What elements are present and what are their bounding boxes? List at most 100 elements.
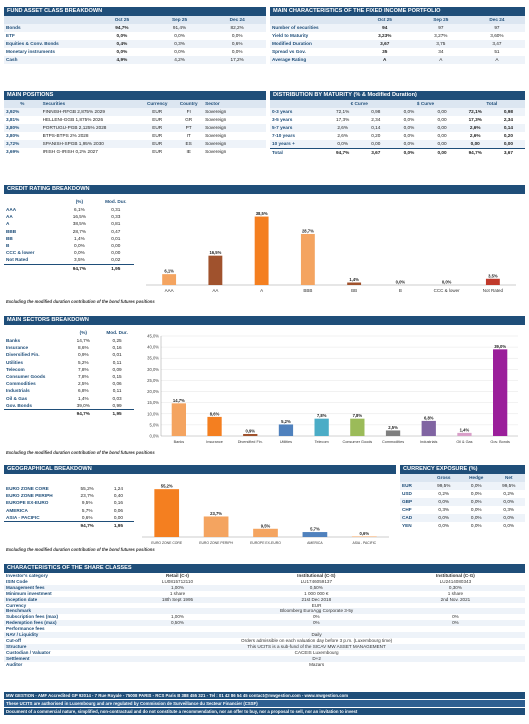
geo-chart: 55,2% EURO ZONE CORE 23,7% EURO ZONE PERIPH… [142,484,389,545]
fund-asset-class-panel: FUND ASSET CLASS BREAKDOWN Oct 25 Sep 25 D… [4,7,266,83]
col-header: Currency [140,100,175,108]
row-value: 0,40 [113,493,123,499]
characteristic-label: Minimum investment [6,590,52,596]
maturity-table: € Curve $ Curve Total 0-3 years 72,1% 0,98 0,… [270,100,525,157]
row-value: 38,5% [72,221,87,227]
security-name: IRISH G-IRISH 0,2% 2027 [42,149,98,154]
characteristic-value: Mazars [309,661,325,667]
maturity-value: 3,67 [359,148,393,157]
table-row: AAA 6,1% 0,31 [4,206,134,213]
position-cell: 3,80% [4,124,41,132]
data-label: 3,5% [488,273,498,278]
currency-value: 0,0% [427,514,460,522]
row-value: 39,0% [76,402,90,408]
row-value: 55,2% [80,486,94,491]
table-row: USD 0,2% 0,0% 0,2% [400,490,525,498]
maturity-value: 0,14 [359,124,393,132]
maturity-value: 2,6% [458,124,492,132]
table-row: Custodian / Valuator CACEIS Luxembourg [4,650,525,656]
maturity-value: 0,20 [503,133,513,138]
table-row: NAV / Liquidity Daily [4,632,525,638]
maturity-value: 17,3% [468,117,482,122]
category-label: Oil & Gas [456,440,472,444]
data-label: 9,5% [261,523,271,528]
maturity-value: 0,0% [392,124,426,132]
row-value: 7,8% [77,366,89,372]
row-value: 51 [494,49,500,54]
currency-code: CHF [402,507,412,512]
maturity-value: 0,0% [392,148,426,157]
col-header: Gross [427,474,460,482]
maturity-value: 0,00 [437,133,447,138]
row-label: Cash [4,56,94,64]
row-value: 0,31 [111,207,121,212]
table-row: Not Rated 3,5% 0,02 [4,256,134,264]
currency-value: 0,0% [460,482,493,490]
table-row: Equities & Conv. Bonds 0,4% 0,3% 0,6% [4,40,266,48]
position-cell: 3,81% [6,117,20,122]
table-row: Number of securities 94 97 97 [270,24,525,32]
bar [485,278,500,285]
row-label: Banks [6,338,21,343]
table-row: Average Rating A A A [270,56,525,64]
row-value: A [468,56,525,64]
table-row: 3,92% FINNISH-RFGB 2,875% 2029 EUR FI Sovere… [4,108,266,116]
row-value: 0,00 [111,250,121,256]
bar [314,418,329,436]
security-name: FINNISH-RFGB 2,875% 2029 [40,108,141,116]
characteristic-label: Investor's category [6,573,48,578]
position-cell: IT [186,133,191,138]
credit-rating-note: Excluding the modified duration contribu… [6,299,155,304]
col-header: Country [174,100,204,108]
row-value: 8,6% [77,345,89,351]
bar [302,532,328,537]
bar [457,432,472,436]
table-row: Total 94,7% 3,67 0,0% 0,00 94,7% 3,67 [270,148,525,157]
row-value: A [412,56,469,64]
table-row: Auditor Mazars [4,662,525,668]
row-value: 0,11 [112,359,122,365]
share-class-header: Institutional (C-G) [436,573,475,578]
y-tick-label: 15,0% [147,400,159,405]
table-row: Utilities 5,2% 0,11 [4,359,134,366]
table-row: Currency EUR [4,603,525,609]
geo-title: GEOGRAPHICAL BREAKDOWN [4,465,396,474]
row-value: 3,67 [356,40,413,48]
row-value: 0,6% [81,514,93,520]
row-value: 4,9% [93,56,151,64]
currency-value: 0,0% [470,523,482,528]
table-row: 3,69% IRISH G-IRISH 0,2% 2027 EUR IE Soverei… [4,148,266,156]
position-cell: Sovereign [205,133,227,138]
table-row: Subscription fees (max) 1,00% 0% 0% [4,614,525,620]
table-row: EURO ZONE PERIPH 23,7% 0,40 [4,492,134,499]
table-row: 5-7 years 2,6% 0,14 0,0% 0,00 2,6% 0,14 [270,124,525,132]
row-value: 0,16 [112,345,122,351]
main-positions-title: MAIN POSITIONS [4,91,266,100]
col-header: Sector [203,100,266,108]
maturity-value: 0,0% [403,133,415,138]
characteristic-label: Benchmark [4,608,109,615]
data-label: 23,7% [210,511,222,516]
row-value: 4,2% [150,56,209,64]
row-value: 3,47 [468,40,525,48]
category-label: CCC & lower [434,288,461,293]
share-class-header: Institutional (C-S) [297,573,336,578]
table-row: 0-3 years 72,1% 0,98 0,0% 0,00 72,1% 0,98 [270,108,525,116]
characteristic-value: 0,50% [246,584,386,591]
maturity-value: 2,6% [326,124,360,132]
data-label: 0,6% [360,531,370,536]
category-label: A [260,288,263,293]
bar [162,274,177,285]
characteristic-label: Structure [4,643,109,650]
currency-value: 0,0% [470,507,482,512]
row-value: 1,4% [74,235,85,241]
characteristic-value: Orders admissible on each valuation day … [241,637,393,643]
row-label: Diversified Fin. [6,352,40,358]
table-row: Bonds 94,7% 91,4% 82,2% [4,24,266,32]
bar [207,416,222,436]
position-cell: Sovereign [203,124,266,132]
credit-rating-chart: 6,1% AAA 16,5% AA 38,5% A 28,7% BBB 1,4% BB 0,0% B 0… [146,211,516,293]
characteristic-label: Custodian / Valuator [6,649,51,655]
characteristic-value: 0,30% [385,584,525,591]
maturity-value: 0,00 [458,140,492,149]
